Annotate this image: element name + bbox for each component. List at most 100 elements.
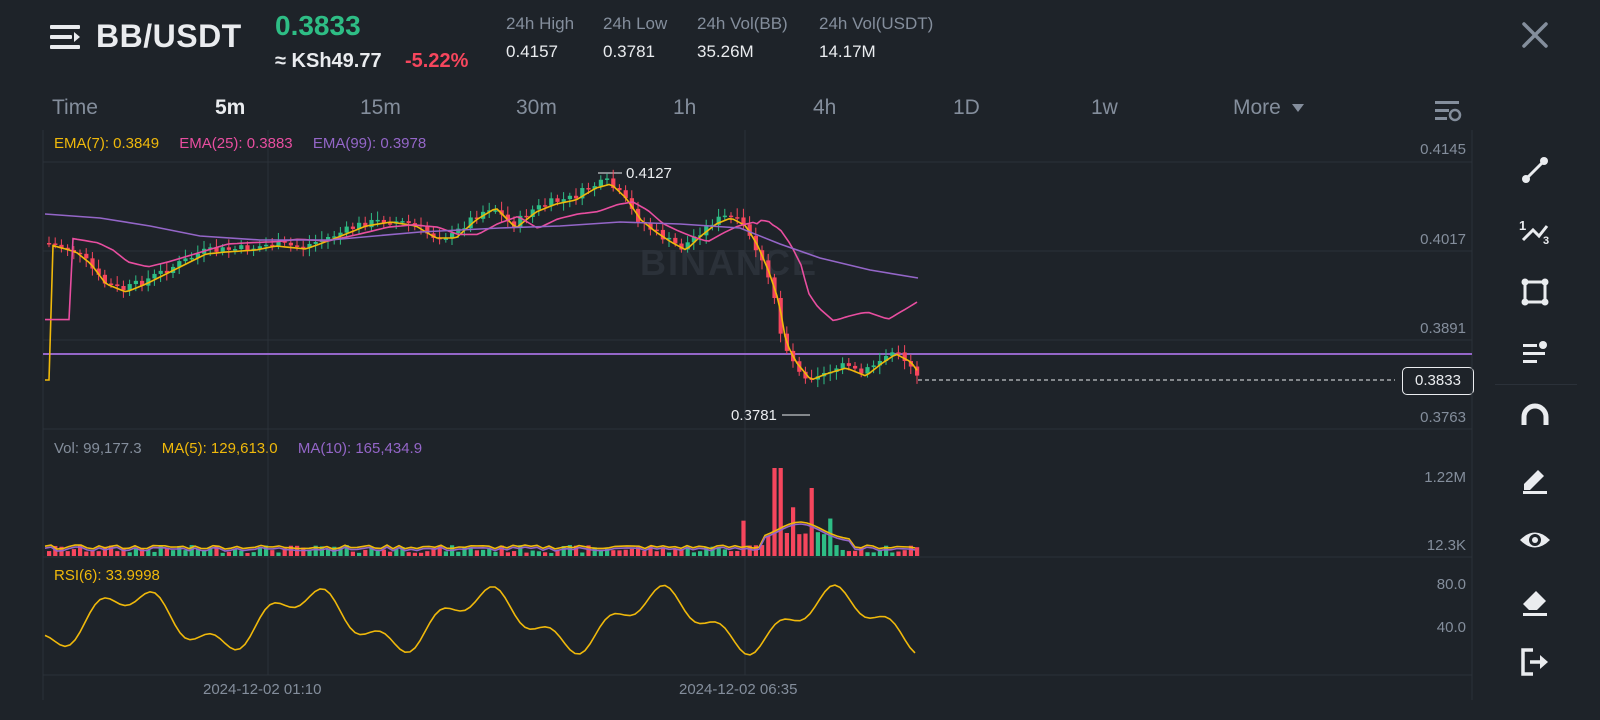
candle-body — [313, 241, 318, 244]
fib-tool[interactable] — [1495, 328, 1575, 376]
tab-1d[interactable]: 1D — [953, 96, 980, 119]
exit-icon — [1521, 648, 1548, 676]
volume-bar — [146, 549, 151, 556]
candle-body — [481, 211, 486, 219]
candle-body — [264, 244, 269, 247]
candle-body — [301, 246, 306, 249]
volume-bar — [251, 552, 256, 556]
volume-bar — [716, 548, 721, 556]
ema99-value: EMA(99): 0.3978 — [312, 135, 427, 152]
volume-bar — [580, 552, 585, 556]
volume-bar — [908, 545, 913, 556]
volume-bar — [220, 552, 225, 556]
volume-bar — [642, 550, 647, 556]
volume-axis-label: 12.3K — [1426, 537, 1466, 554]
ma5-value: MA(5): 129,613.0 — [161, 440, 278, 457]
volume-bar — [567, 545, 572, 556]
visibility-tool[interactable] — [1495, 515, 1575, 563]
tab-30m[interactable]: 30m — [516, 96, 557, 119]
candle-body — [344, 226, 349, 233]
stat-24h-vol-bb: 24h Vol(BB) 35.26M — [697, 14, 788, 62]
candle-body — [791, 350, 796, 362]
volume-bar — [437, 545, 442, 556]
low-marker-label: 0.3781 — [731, 407, 777, 424]
volume-ma5-line — [44, 521, 916, 550]
volume-bar — [332, 546, 337, 556]
eraser-tool[interactable] — [1495, 576, 1575, 624]
volume-bar — [890, 552, 895, 556]
volume-bar — [307, 549, 312, 556]
volume-bar — [468, 547, 473, 556]
volume-bar — [140, 549, 145, 556]
volume-bar — [822, 534, 827, 556]
tab-more[interactable]: More — [1233, 96, 1305, 120]
candle-body — [456, 228, 461, 234]
candle-body — [735, 217, 740, 219]
candle-body — [611, 178, 616, 189]
candle-body — [276, 241, 281, 246]
volume-bar — [109, 545, 114, 556]
candle-body — [152, 273, 157, 279]
close-icon[interactable] — [1518, 18, 1552, 52]
volume-bar — [481, 549, 486, 556]
candle-body — [226, 247, 231, 250]
chart-settings-icon[interactable] — [1434, 98, 1462, 122]
exit-tool[interactable] — [1495, 637, 1575, 685]
tab-5m[interactable]: 5m — [215, 96, 246, 119]
candle-body — [388, 223, 393, 225]
stat-label: 24h Vol(BB) — [697, 14, 788, 33]
volume-bar — [214, 546, 219, 556]
tab-1h[interactable]: 1h — [673, 96, 697, 119]
volume-bar — [803, 533, 808, 556]
volume-bar — [611, 550, 616, 556]
candle-body — [884, 356, 889, 361]
volume-bar — [902, 550, 907, 556]
stat-value: 0.3781 — [603, 42, 655, 61]
volume-bar — [598, 550, 603, 556]
price-axis-label: 0.3763 — [1420, 409, 1466, 426]
volume-bar — [623, 549, 628, 556]
candle-body — [499, 210, 504, 215]
candle-body — [443, 238, 448, 240]
tab-4h[interactable]: 4h — [813, 96, 837, 119]
candle-body — [338, 232, 343, 237]
volume-bar — [778, 468, 783, 556]
volume-bar — [871, 552, 876, 556]
pencil-icon — [1523, 470, 1547, 494]
trend-line-icon — [1522, 157, 1548, 183]
candle-body — [350, 226, 355, 229]
current-price-tag[interactable]: 0.3833 — [1402, 367, 1474, 395]
trading-pair-title[interactable]: BB/USDT — [96, 18, 242, 54]
candle-body — [47, 243, 52, 245]
pencil-tool[interactable] — [1495, 454, 1575, 502]
volume-bar — [226, 551, 231, 556]
volume-bar — [388, 551, 393, 556]
candle-body — [598, 179, 603, 187]
stat-24h-low: 24h Low 0.3781 — [603, 14, 667, 62]
magnet-tool[interactable] — [1495, 393, 1575, 441]
multi-line-tool[interactable]: 1 3 — [1495, 206, 1575, 254]
volume-bar — [524, 552, 529, 556]
rectangle-tool[interactable] — [1495, 267, 1575, 315]
candle-body — [623, 190, 628, 199]
candle-body — [741, 217, 746, 225]
candle-body — [518, 215, 523, 228]
volume-bar — [499, 545, 504, 556]
volume-bar — [735, 551, 740, 556]
candle-body — [778, 297, 783, 334]
tab-time[interactable]: Time — [52, 96, 98, 119]
volume-bar — [47, 551, 52, 556]
tab-1w[interactable]: 1w — [1091, 96, 1118, 119]
rsi-line — [44, 584, 916, 656]
toolbar-divider — [1495, 384, 1577, 385]
drawing-toolbar: 1 3 — [1495, 140, 1577, 700]
candle-body — [319, 240, 324, 242]
candle-body — [865, 367, 870, 374]
menu-icon[interactable] — [48, 22, 82, 52]
candle-body — [164, 270, 169, 274]
caret-down-icon — [1291, 104, 1304, 112]
volume-bar — [195, 549, 200, 556]
tab-15m[interactable]: 15m — [360, 96, 401, 119]
trend-line-tool[interactable] — [1495, 145, 1575, 193]
volume-bar — [691, 552, 696, 556]
